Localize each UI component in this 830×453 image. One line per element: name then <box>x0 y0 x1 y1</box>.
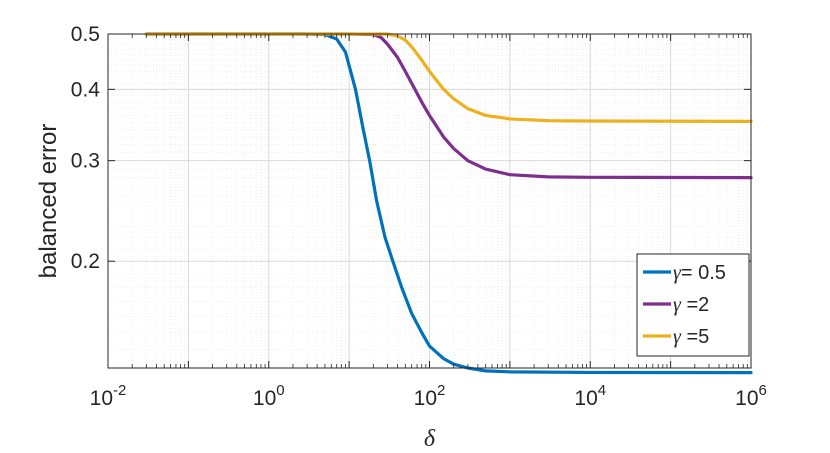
y-tick-label: 0.2 <box>71 250 100 273</box>
x-tick-label: 10-2 <box>90 382 127 410</box>
y-tick-label: 0.5 <box>71 23 100 46</box>
x-tick-labels: 10-2 100 102 104 106 <box>90 382 767 410</box>
ticks-layer <box>107 33 752 368</box>
x-tick-label: 100 <box>253 382 285 410</box>
legend: γ= 0.5 γ =2 γ =5 <box>636 253 750 357</box>
legend-label: γ= 0.5 <box>673 262 726 284</box>
y-tick-labels: 0.2 0.3 0.4 0.5 <box>71 23 101 273</box>
legend-label: γ =5 <box>673 326 709 348</box>
y-axis-label: balanced error <box>35 124 62 279</box>
x-tick-label: 106 <box>735 382 767 410</box>
x-axis-label: δ <box>424 426 436 452</box>
y-tick-label: 0.3 <box>71 150 100 173</box>
legend-label: γ =2 <box>673 294 709 316</box>
x-tick-label: 104 <box>574 382 606 410</box>
x-tick-label: 102 <box>414 382 446 410</box>
y-tick-label: 0.4 <box>71 78 101 101</box>
